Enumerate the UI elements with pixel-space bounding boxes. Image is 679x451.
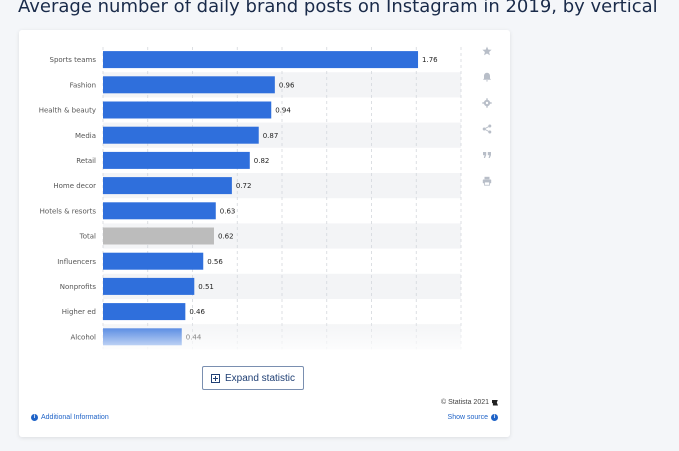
bar xyxy=(103,328,182,346)
expand-statistic-button[interactable]: Expand statistic xyxy=(202,366,304,390)
bar-chart: Sports teams 1.76 Fashion 0.96 Health & beau… xyxy=(39,47,462,350)
bell-icon[interactable] xyxy=(474,64,500,90)
bar xyxy=(103,51,419,69)
value-label: 0.44 xyxy=(186,333,202,341)
additional-information-label: Additional Information xyxy=(41,414,109,421)
value-label: 0.96 xyxy=(279,81,295,89)
bar xyxy=(103,303,186,321)
expand-statistic-label: Expand statistic xyxy=(224,372,296,384)
expand-icon xyxy=(210,373,220,383)
gear-icon[interactable] xyxy=(474,90,500,116)
bar xyxy=(103,151,250,169)
bar xyxy=(103,126,259,144)
page-title: Average number of daily brand posts on I… xyxy=(18,0,658,17)
category-label: Home decor xyxy=(53,182,96,190)
share-icon[interactable] xyxy=(474,116,500,142)
value-label: 0.51 xyxy=(198,283,214,291)
category-label: Higher ed xyxy=(62,308,96,316)
value-label: 0.72 xyxy=(236,182,252,190)
category-label: Nonprofits xyxy=(60,283,97,291)
value-label: 0.87 xyxy=(263,132,279,140)
bar xyxy=(103,277,195,295)
value-label: 0.63 xyxy=(220,207,236,215)
bar xyxy=(103,76,275,94)
copyright-text: © Statista 2021 xyxy=(441,399,489,406)
flag-icon[interactable] xyxy=(492,399,498,406)
info-icon: i xyxy=(31,414,38,421)
quote-icon[interactable] xyxy=(474,142,500,168)
show-source-label: Show source xyxy=(447,414,488,421)
category-label: Total xyxy=(79,233,96,241)
category-label: Fashion xyxy=(70,81,96,89)
print-icon[interactable] xyxy=(474,168,500,194)
category-label: Health & beauty xyxy=(39,107,96,115)
bar xyxy=(103,252,204,270)
bar xyxy=(103,227,214,245)
category-label: Sports teams xyxy=(50,56,97,64)
copyright: © Statista 2021 xyxy=(441,399,498,406)
value-label: 1.76 xyxy=(422,56,438,64)
category-label: Influencers xyxy=(57,258,96,266)
category-label: Alcohol xyxy=(70,333,96,341)
info-icon: i xyxy=(491,414,498,421)
value-label: 0.56 xyxy=(207,258,223,266)
bar xyxy=(103,101,272,119)
value-label: 0.46 xyxy=(189,308,205,316)
category-label: Media xyxy=(75,132,96,140)
category-label: Hotels & resorts xyxy=(40,207,97,215)
chart-toolbar xyxy=(474,38,506,194)
value-label: 0.62 xyxy=(218,233,234,241)
additional-information-link[interactable]: i Additional Information xyxy=(31,414,109,421)
category-label: Retail xyxy=(76,157,96,165)
chart-card: Sports teams 1.76 Fashion 0.96 Health & beau… xyxy=(19,30,510,437)
value-label: 0.82 xyxy=(254,157,270,165)
bar xyxy=(103,202,216,220)
bar xyxy=(103,177,232,195)
star-icon[interactable] xyxy=(474,38,500,64)
value-label: 0.94 xyxy=(275,107,291,115)
show-source-link[interactable]: Show source i xyxy=(448,414,498,421)
